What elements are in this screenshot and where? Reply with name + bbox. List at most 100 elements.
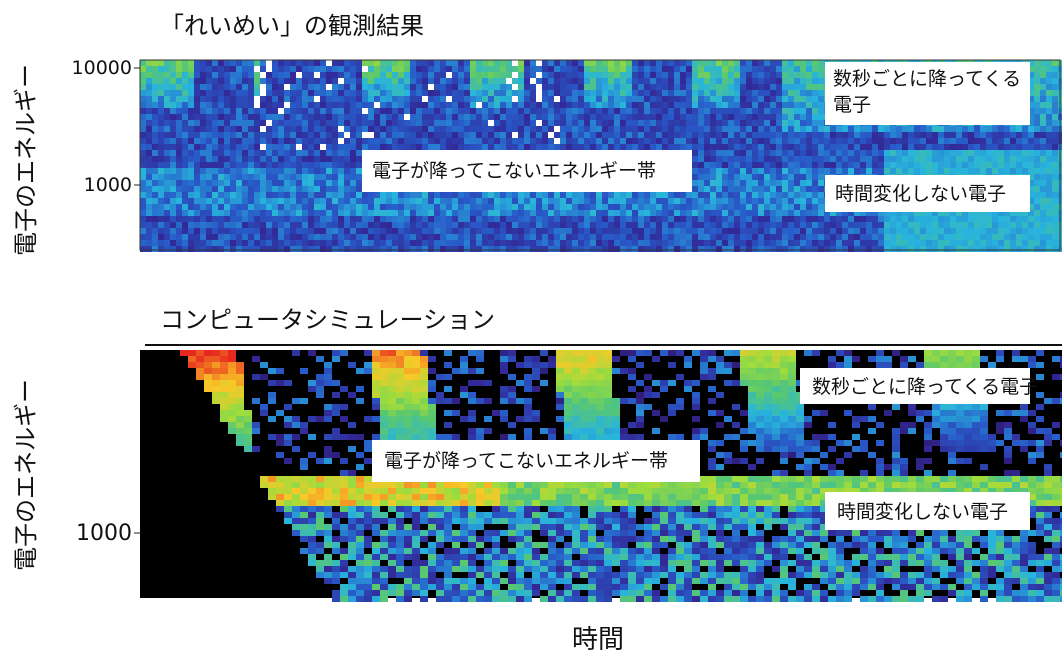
spectrogram-cell [314,198,320,204]
spectrogram-cell [566,204,572,210]
spectrogram-cell [1034,198,1040,204]
spectrogram-cell [320,210,326,216]
spectrogram-cell [170,234,176,240]
spectrogram-cell [512,126,518,132]
spectrogram-cell [524,210,530,216]
spectrogram-cell [722,162,728,168]
spectrogram-cell [704,228,710,234]
spectrogram-cell [284,168,290,174]
spectrogram-cell [878,222,884,228]
spectrogram-cell [482,60,488,66]
spectrogram-cell [206,246,212,252]
spectrogram-cell [650,138,656,144]
spectrogram-cell [518,216,524,222]
spectrogram-cell [698,246,704,252]
spectrogram-cell [200,120,206,126]
spectrogram-cell [374,126,380,132]
spectrogram-cell [464,204,470,210]
spectrogram-cell [962,246,968,252]
spectrogram-cell [152,60,158,66]
spectrogram-cell [200,102,206,108]
spectrogram-cell [560,114,566,120]
spectrogram-cell [770,120,776,126]
spectrogram-cell [596,66,602,72]
spectrogram-cell [1046,234,1052,240]
spectrogram-cell [818,186,824,192]
spectrogram-cell [1052,72,1058,78]
spectrogram-cell [230,174,236,180]
spectrogram-cell [1004,222,1010,228]
spectrogram-cell [926,156,932,162]
spectrogram-cell [692,156,698,162]
spectrogram-cell [674,228,680,234]
spectrogram-cell [356,168,362,174]
spectrogram-cell [314,156,320,162]
spectrogram-cell [872,132,878,138]
spectrogram-cell [416,126,422,132]
spectrogram-cell [452,132,458,138]
spectrogram-cell [296,84,302,90]
spectrogram-cell [698,204,704,210]
spectrogram-cell [374,144,380,150]
spectrogram-cell [872,222,878,228]
spectrogram-cell [578,108,584,114]
spectrogram-cell [140,186,146,192]
spectrogram-cell [872,216,878,222]
spectrogram-cell [788,222,794,228]
spectrogram-cell [668,126,674,132]
spectrogram-cell [698,198,704,204]
spectrogram-cell [212,174,218,180]
spectrogram-cell [278,126,284,132]
spectrogram-cell [668,144,674,150]
spectrogram-cell [188,150,194,156]
spectrogram-cell [836,168,842,174]
spectrogram-cell [536,78,542,84]
spectrogram-cell [236,222,242,228]
spectrogram-cell [962,156,968,162]
spectrogram-cell [698,120,704,126]
spectrogram-cell [320,222,326,228]
spectrogram-cell [674,216,680,222]
spectrogram-cell [686,108,692,114]
spectrogram-cell [674,138,680,144]
spectrogram-cell [584,108,590,114]
spectrogram-cell [308,66,314,72]
spectrogram-cell [716,150,722,156]
spectrogram-cell [704,192,710,198]
spectrogram-cell [218,138,224,144]
spectrogram-cell [164,120,170,126]
spectrogram-cell [296,174,302,180]
spectrogram-cell [758,72,764,78]
spectrogram-cell [392,204,398,210]
spectrogram-cell [152,108,158,114]
spectrogram-cell [1034,222,1040,228]
spectrogram-cell [608,222,614,228]
spectrogram-cell [614,66,620,72]
spectrogram-cell [866,222,872,228]
spectrogram-cell [278,246,284,252]
spectrogram-cell [854,228,860,234]
spectrogram-cell [206,84,212,90]
spectrogram-cell [170,168,176,174]
spectrogram-cell [692,108,698,114]
spectrogram-cell [740,222,746,228]
spectrogram-cell [902,216,908,222]
spectrogram-cell [1052,120,1058,126]
spectrogram-cell [662,204,668,210]
spectrogram-cell [770,228,776,234]
spectrogram-cell [644,240,650,246]
spectrogram-cell [320,102,326,108]
spectrogram-cell [314,150,320,156]
spectrogram-cell [248,126,254,132]
spectrogram-cell [818,192,824,198]
spectrogram-cell [638,198,644,204]
spectrogram-cell [392,66,398,72]
spectrogram-cell [836,240,842,246]
spectrogram-cell [350,138,356,144]
spectrogram-cell [482,66,488,72]
spectrogram-cell [698,96,704,102]
spectrogram-cell [356,186,362,192]
spectrogram-cell [140,78,146,84]
spectrogram-cell [380,198,386,204]
spectrogram-cell [488,246,494,252]
